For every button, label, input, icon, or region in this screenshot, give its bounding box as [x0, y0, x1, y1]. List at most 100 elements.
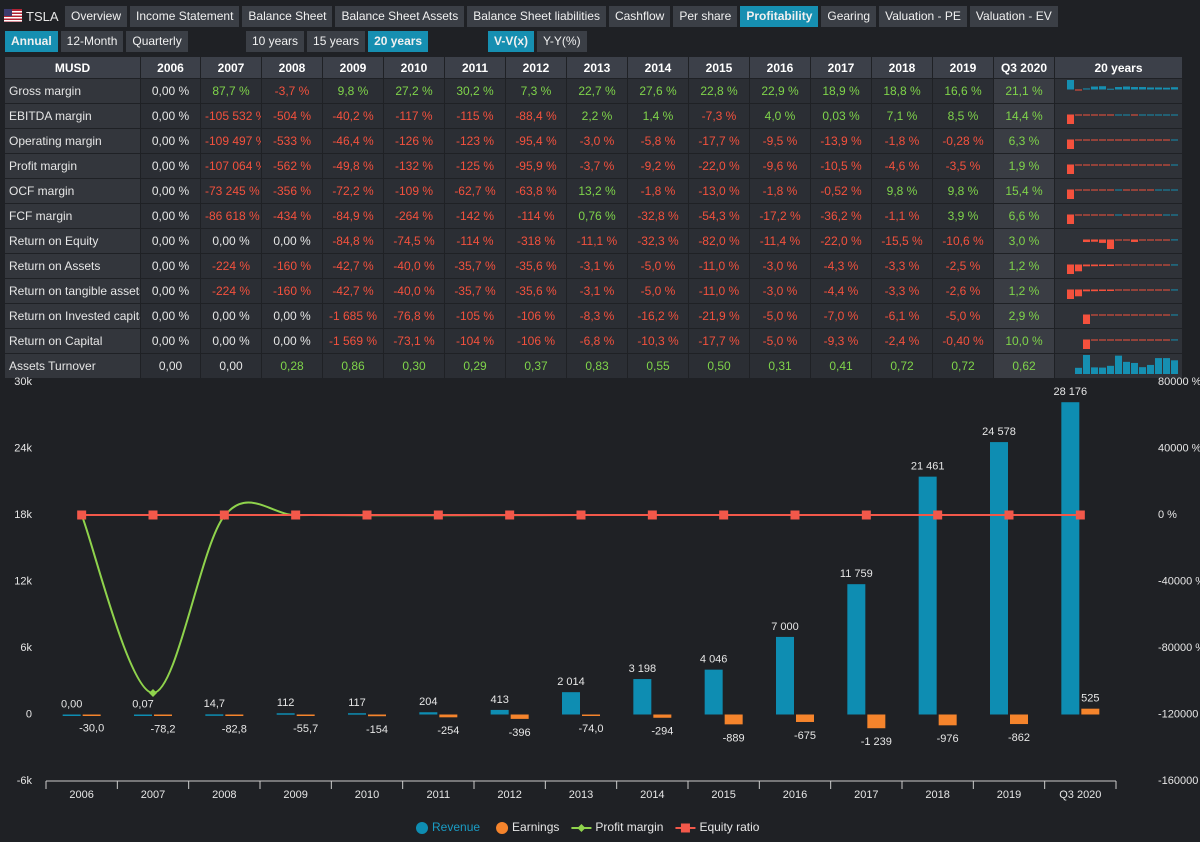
tab-button[interactable]: 12-Month — [60, 31, 124, 52]
sparkline — [1082, 314, 1178, 324]
tab-button[interactable]: 20 years — [368, 31, 429, 52]
chart: -6k 0 6k 12k 18k 24k 30k -160000 % -120000 % -800… — [14, 376, 1200, 834]
sparkline-bar — [1082, 164, 1090, 166]
sparkline-bar — [1066, 114, 1074, 124]
data-label: -889 — [723, 732, 745, 744]
table-cell: -10,3 % — [627, 328, 689, 354]
table-cell: -7,3 % — [688, 103, 750, 129]
table-cell: -562 % — [261, 153, 323, 179]
bar — [348, 713, 366, 715]
tab-button[interactable]: Y-Y(%) — [537, 31, 587, 52]
x-tick-label: 2008 — [212, 789, 236, 801]
row-label: Return on Assets — [4, 253, 141, 279]
sparkline-bar — [1122, 86, 1130, 90]
table-cell: -10,6 % — [932, 228, 994, 254]
table-cell: -42,7 % — [322, 278, 384, 304]
table-row: Operating margin 0,00 % -109 497 % -533 % -4… — [4, 128, 1183, 154]
table-cell: 6,3 % — [993, 128, 1055, 154]
sparkline-bar — [1162, 264, 1170, 266]
tab-button[interactable]: Quarterly — [126, 31, 188, 52]
table-cell: -22,0 % — [688, 153, 750, 179]
row-label: Profit margin — [4, 153, 141, 179]
sparkline-cell — [1054, 128, 1183, 154]
table-cell: -106 % — [505, 328, 567, 354]
sparkline-bar — [1122, 239, 1130, 241]
table-cell: -13,0 % — [688, 178, 750, 204]
sparkline-bar — [1170, 139, 1178, 141]
table-cell: 0,41 — [810, 353, 872, 379]
tab-button[interactable]: Per share — [673, 6, 738, 27]
tab-button[interactable]: Overview — [65, 6, 128, 27]
table-cell: 1,4 % — [627, 103, 689, 129]
sparkline-bar — [1162, 214, 1170, 216]
tab-button[interactable]: V-V(x) — [488, 31, 535, 52]
table-cell: -13,9 % — [810, 128, 872, 154]
sparkline-bar — [1138, 289, 1146, 291]
sparkline-cell — [1054, 328, 1183, 354]
table-cell: -5,0 % — [749, 328, 811, 354]
sparkline-bar — [1082, 139, 1090, 141]
table-cell: 22,7 % — [566, 78, 628, 104]
table-cell: 27,2 % — [383, 78, 445, 104]
column-header: 2015 — [688, 56, 750, 79]
table-cell: 0,86 — [322, 353, 384, 379]
table-cell: -356 % — [261, 178, 323, 204]
tab-button[interactable]: Valuation - EV — [969, 6, 1058, 27]
table-cell: -434 % — [261, 203, 323, 229]
sparkline-bar — [1170, 189, 1178, 191]
bar — [633, 679, 652, 715]
bar — [419, 712, 438, 715]
table-cell: -8,3 % — [566, 303, 628, 329]
sparkline-bar — [1090, 339, 1098, 341]
sparkline-bar — [1098, 289, 1106, 292]
table-cell: -2,6 % — [932, 278, 994, 304]
sparkline-bar — [1090, 289, 1098, 292]
point-marker — [719, 510, 729, 520]
bar — [990, 442, 1008, 715]
table-cell: 0,72 — [871, 353, 933, 379]
data-label: 0,00 — [61, 698, 82, 710]
tab-button[interactable]: Gearing — [821, 6, 877, 27]
tab-button[interactable]: Balance Sheet — [242, 6, 333, 27]
data-label: 2 014 — [557, 676, 585, 688]
table-cell: -0,52 % — [810, 178, 872, 204]
bar — [1061, 402, 1080, 715]
tab-button[interactable]: 15 years — [307, 31, 366, 52]
sparkline-bar — [1130, 87, 1138, 90]
column-header: 2012 — [505, 56, 567, 79]
sparkline-bar — [1106, 314, 1114, 316]
bar — [796, 714, 814, 722]
table-cell: 0,72 — [932, 353, 994, 379]
tab-button[interactable]: Annual — [5, 31, 58, 52]
sparkline-bar — [1090, 264, 1098, 267]
table-cell: -63,8 % — [505, 178, 567, 204]
table-cell: -3,0 % — [749, 253, 811, 279]
tab-button[interactable]: 10 years — [246, 31, 305, 52]
table-cell: -73 245 % — [200, 178, 262, 204]
tab-button[interactable]: Valuation - PE — [879, 6, 967, 27]
table-cell: 87,7 % — [200, 78, 262, 104]
table-row: Assets Turnover 0,00 0,00 0,28 0,86 0,30 0,29 0… — [4, 353, 1183, 379]
sparkline-bar — [1066, 164, 1074, 174]
tab-button[interactable]: Income Statement — [130, 6, 240, 27]
data-label: -294 — [651, 726, 673, 738]
point-marker — [149, 688, 157, 697]
sparkline-bar — [1170, 87, 1178, 90]
table-cell: -76,8 % — [383, 303, 445, 329]
table-cell: 0,31 — [749, 353, 811, 379]
table-cell: 0,50 — [688, 353, 750, 379]
sparkline-bar — [1130, 264, 1138, 266]
tab-button[interactable]: Cashflow — [608, 6, 671, 27]
y2-tick-label: -160000 % — [1158, 775, 1200, 787]
tab-button[interactable]: Balance Sheet liabilities — [467, 6, 606, 27]
table-cell: -115 % — [444, 103, 506, 129]
table-cell: 21,1 % — [993, 78, 1055, 104]
table-cell: 0,00 % — [140, 328, 201, 354]
table-cell: -5,0 % — [932, 303, 994, 329]
table-cell: -35,7 % — [444, 253, 506, 279]
tab-button[interactable]: Balance Sheet Assets — [335, 6, 465, 27]
bar — [653, 714, 672, 718]
period-buttons: Annual 12-Month Quarterly — [5, 31, 188, 52]
tab-button[interactable]: Profitability — [740, 6, 819, 27]
table-cell: 1,2 % — [993, 278, 1055, 304]
